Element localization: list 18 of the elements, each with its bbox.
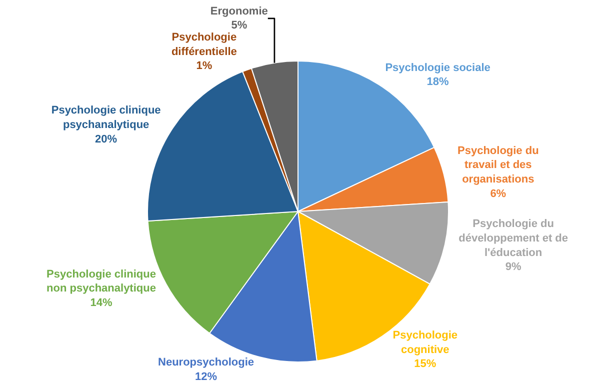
slice-label: Psychologie clinique psychanalytique (51, 104, 161, 132)
data-label: 5% (231, 20, 248, 32)
data-label: 9% (505, 261, 522, 274)
data-label: 18% (426, 76, 450, 88)
slice-label: Psychologie clinique non psychanalytique (46, 268, 156, 295)
slice-label: Psychologie différentielle (171, 32, 237, 58)
slice-label: Psychologie sociale (385, 62, 490, 74)
data-label: 20% (95, 133, 118, 146)
slice-label: Psychologie cognitive (392, 330, 458, 356)
data-label: 12% (194, 370, 218, 383)
slice-label: Neuropsychologie (158, 356, 254, 368)
slice-label: Psychologie du développement et de l'éducation (458, 218, 568, 259)
slice-label: Ergonomie (210, 5, 268, 18)
data-label: 15% (414, 358, 436, 370)
data-label: 14% (90, 297, 112, 310)
slice-label: Psychologie du travail et des organisations (457, 144, 539, 186)
data-label: 6% (490, 188, 506, 200)
data-label: 1% (196, 60, 212, 72)
